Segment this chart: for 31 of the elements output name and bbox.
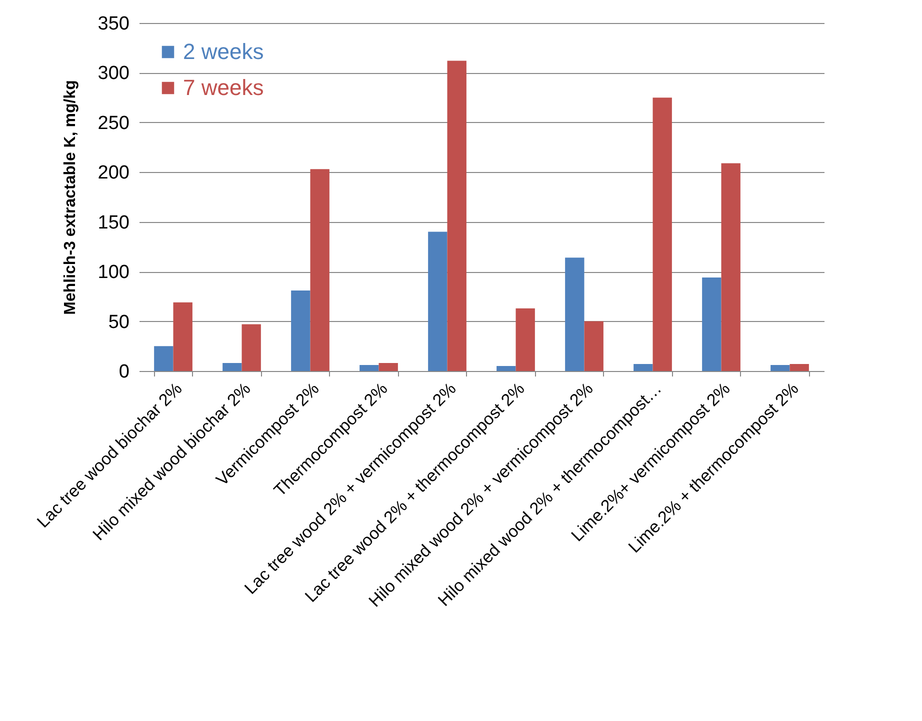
y-tick-label: 50 — [108, 312, 130, 333]
bar — [378, 363, 398, 371]
bar — [291, 290, 310, 371]
y-axis-title: Mehlich-3 extractable K, mg/kg — [62, 80, 79, 315]
bar — [652, 98, 672, 371]
y-tick-label: 250 — [98, 112, 130, 134]
bar — [770, 365, 790, 371]
bar — [702, 278, 722, 371]
bar — [496, 366, 516, 371]
bar — [242, 324, 261, 371]
bar — [428, 232, 448, 371]
bar — [447, 60, 466, 371]
legend-label: 2 weeks — [183, 39, 264, 64]
bar — [721, 163, 740, 371]
bar — [173, 302, 192, 371]
y-tick-label: 350 — [98, 14, 130, 34]
y-tick-label: 150 — [98, 212, 130, 234]
legend-label: 7 weeks — [183, 75, 264, 100]
y-tick-label: 300 — [98, 63, 130, 84]
bar — [310, 169, 330, 371]
bar — [360, 365, 379, 371]
bar — [222, 363, 242, 371]
y-tick-label: 100 — [98, 262, 130, 284]
bar — [565, 258, 584, 371]
bar — [154, 346, 174, 371]
y-tick-label: 0 — [118, 362, 130, 382]
bar — [516, 308, 535, 371]
bar — [634, 364, 653, 371]
bar — [584, 321, 604, 371]
y-tick-label: 200 — [98, 162, 130, 184]
bar — [790, 364, 809, 371]
